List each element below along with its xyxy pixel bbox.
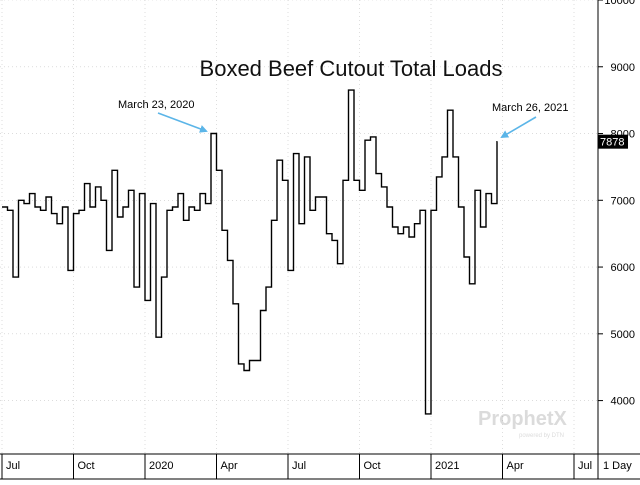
last-value-badge: 7878 bbox=[598, 135, 628, 149]
x-tick-label: Jul bbox=[292, 460, 306, 472]
x-tick-label: Jul bbox=[6, 460, 20, 472]
y-tick-label: 10000 bbox=[604, 0, 635, 7]
y-tick-label: 9000 bbox=[611, 62, 635, 74]
x-tick-label: Jul bbox=[578, 460, 592, 472]
periodicity-label[interactable]: 1 Day bbox=[603, 460, 632, 472]
x-tick-label: Oct bbox=[78, 460, 95, 472]
annotation-label: March 26, 2021 bbox=[492, 102, 568, 114]
chart-title: Boxed Beef Cutout Total Loads bbox=[200, 56, 503, 81]
last-value-label: 7878 bbox=[600, 137, 624, 149]
x-tick-label: Apr bbox=[221, 460, 238, 472]
y-tick-label: 7000 bbox=[611, 195, 635, 207]
x-tick-label: 2020 bbox=[149, 460, 173, 472]
x-tick-label: Apr bbox=[507, 460, 524, 472]
x-tick-label: 2021 bbox=[435, 460, 459, 472]
watermark-tagline: powered by DTN bbox=[519, 433, 564, 439]
y-tick-label: 6000 bbox=[611, 262, 635, 274]
watermark-brand: ProphetX bbox=[478, 408, 568, 430]
annotation-label: March 23, 2020 bbox=[118, 99, 194, 111]
y-tick-label: 4000 bbox=[611, 396, 635, 408]
y-tick-label: 5000 bbox=[611, 329, 635, 341]
x-tick-label: Oct bbox=[364, 460, 381, 472]
x-axis: Jul Oct 2020 Apr Jul Oct 2021 Apr Jul bbox=[2, 454, 592, 479]
